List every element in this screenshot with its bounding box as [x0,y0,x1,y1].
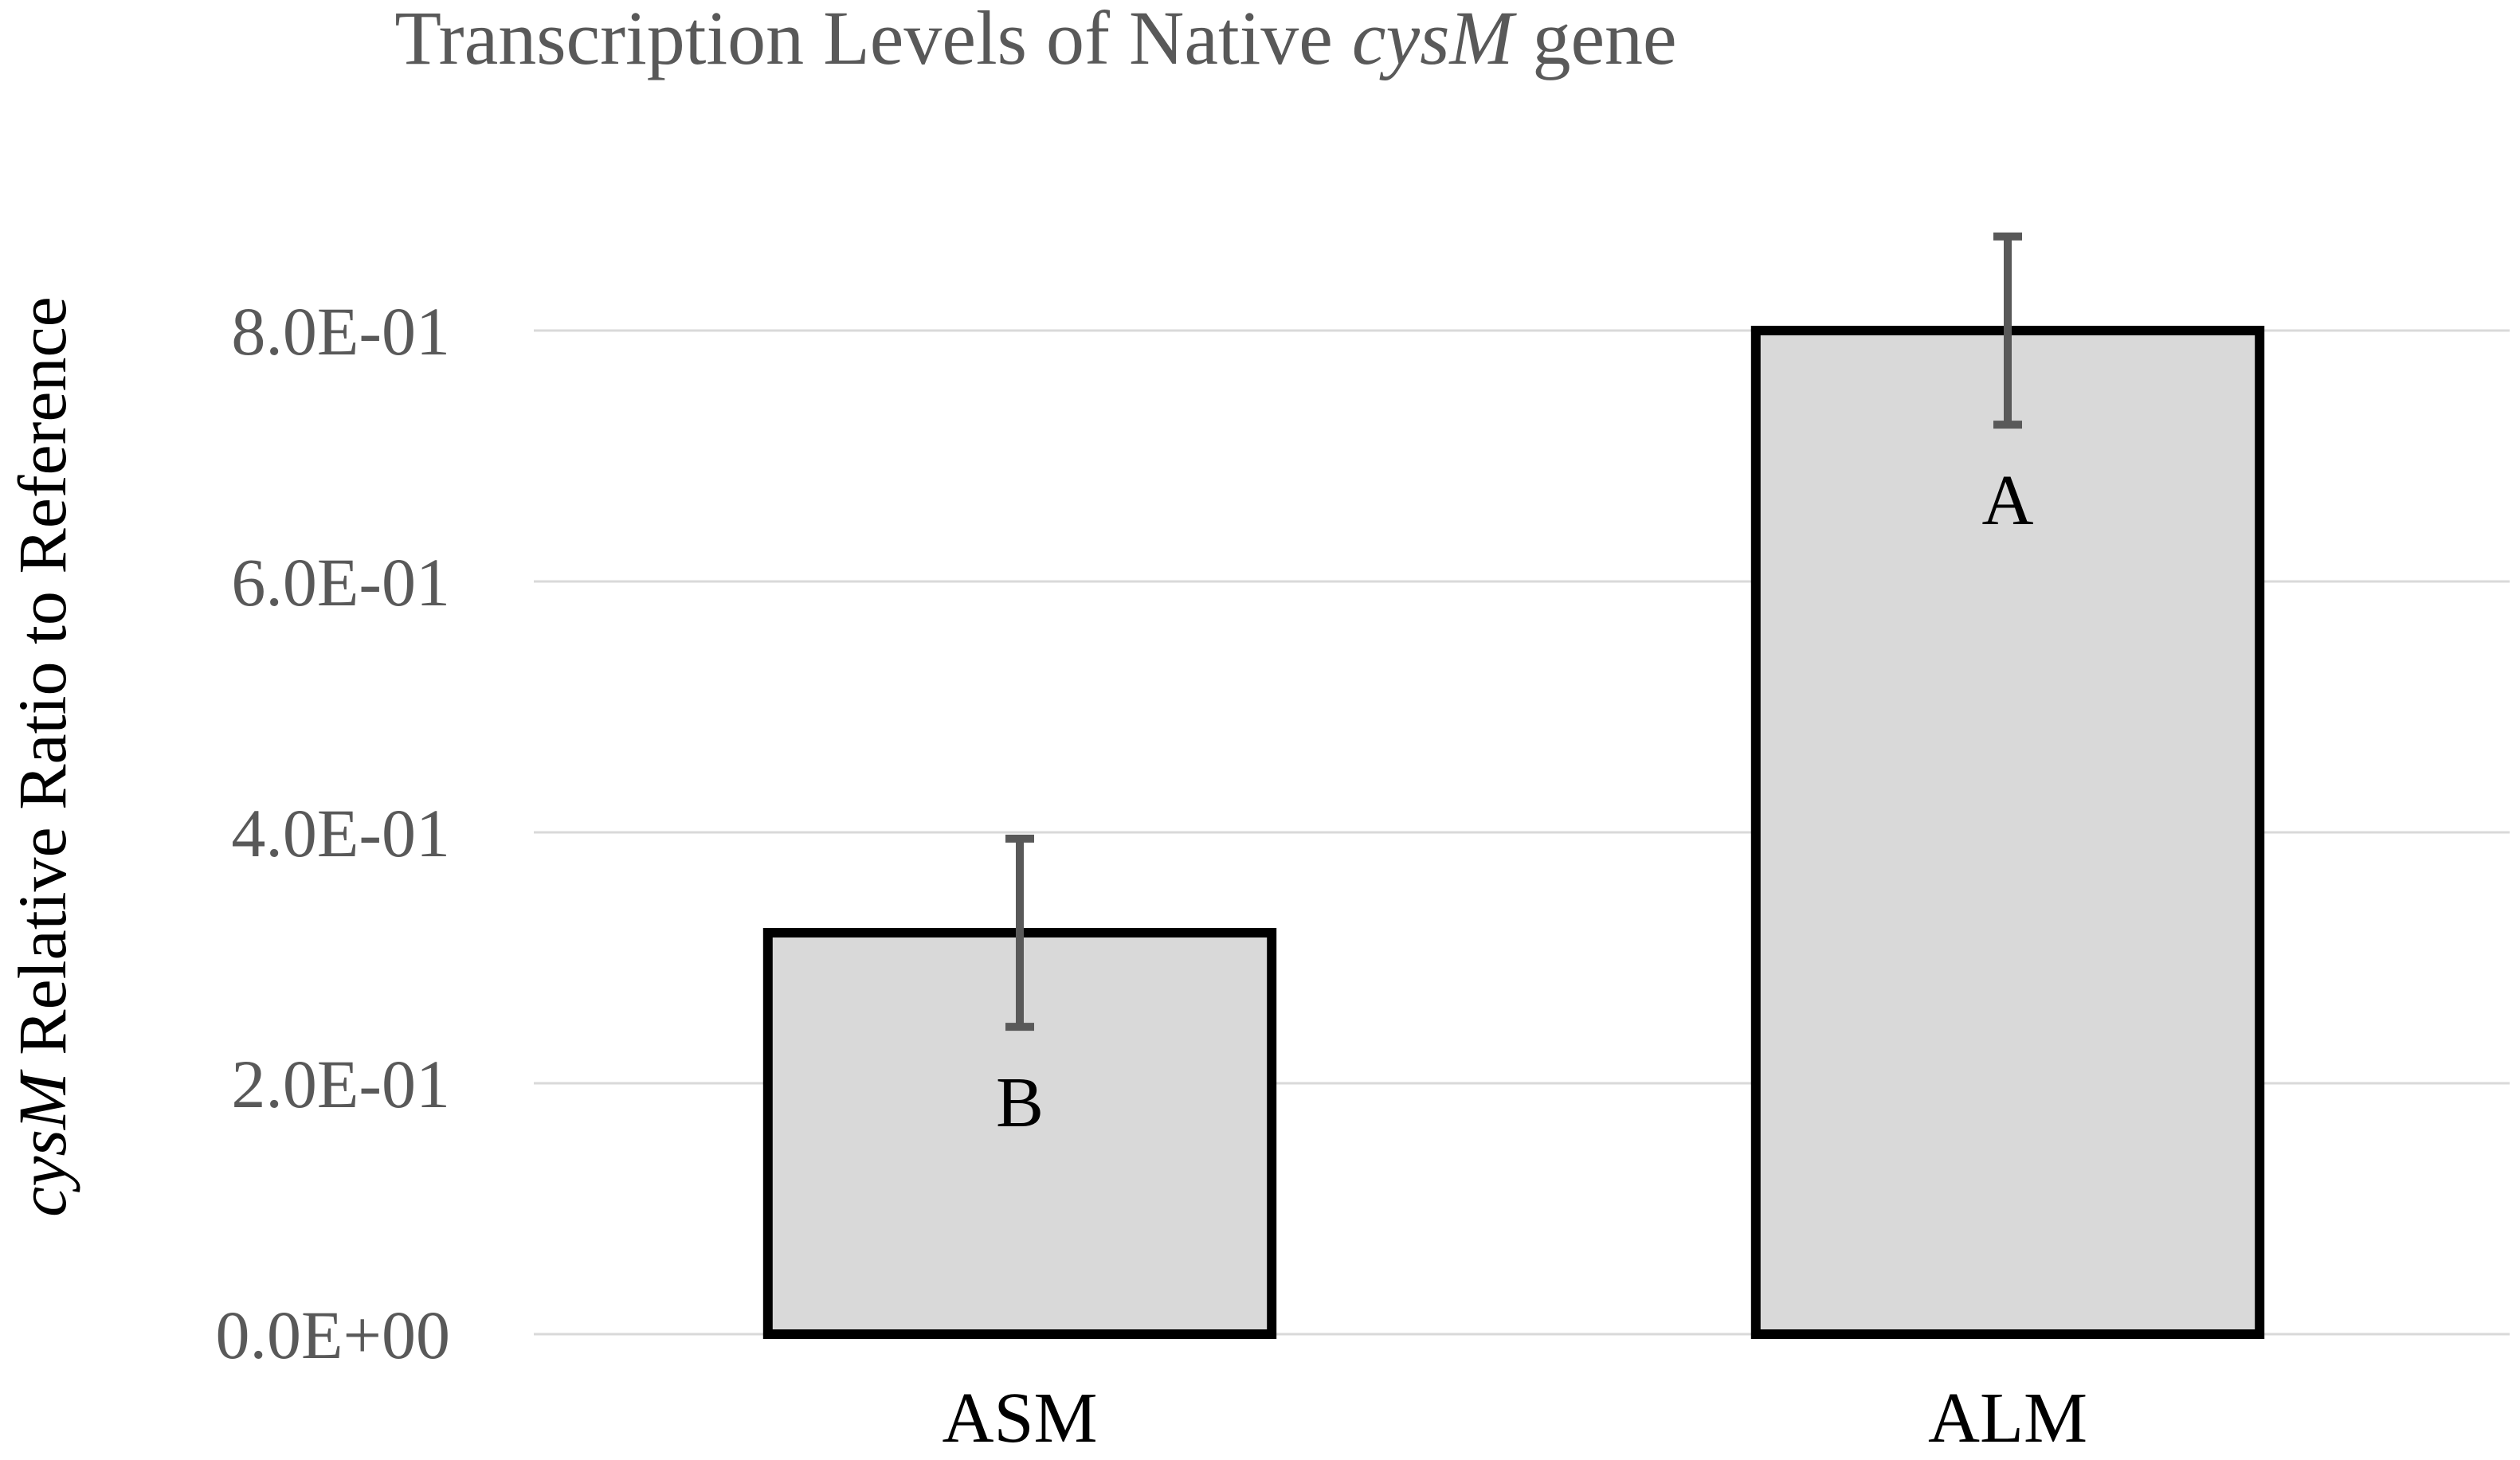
y-tick-label: 2.0E-01 [231,1046,450,1122]
x-tick-label: ALM [1928,1379,2087,1458]
y-tick-labels: 0.0E+00 2.0E-01 4.0E-01 6.0E-01 8.0E-01 [215,293,450,1373]
significance-label: A [1982,461,2034,540]
y-tick-label: 8.0E-01 [231,293,450,370]
y-tick-label: 6.0E-01 [231,544,450,620]
error-bars: BA [996,232,2034,1142]
x-tick-labels: ASM ALM [942,1379,2087,1458]
y-axis-label: cysM Relative Ratio to Reference [4,296,80,1217]
bar [1750,326,2265,1339]
chart-title: Transcription Levels of Native cysM gene [394,0,1676,80]
bars [762,326,2265,1339]
significance-label: B [996,1063,1044,1142]
y-tick-label: 0.0E+00 [215,1297,450,1373]
x-tick-label: ASM [942,1379,1097,1458]
y-tick-label: 4.0E-01 [231,795,450,871]
